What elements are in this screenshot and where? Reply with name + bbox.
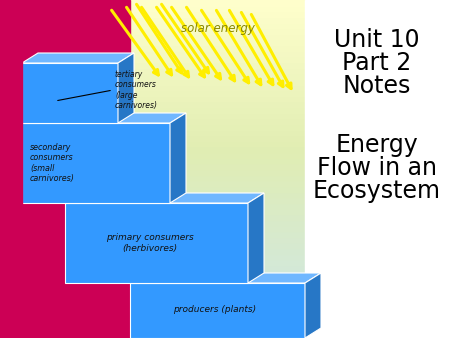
Bar: [0, 332, 305, 338]
Bar: [0, 146, 305, 152]
Bar: [0, 6, 305, 11]
Bar: [0, 254, 305, 259]
Bar: [0, 180, 305, 186]
Bar: [0, 259, 305, 265]
Bar: [0, 298, 305, 304]
Bar: [0, 192, 305, 197]
Bar: [0, 62, 305, 68]
Bar: [0, 40, 305, 45]
Bar: [0, 225, 305, 231]
Polygon shape: [118, 53, 134, 123]
Bar: [0, 141, 305, 146]
Text: Flow in an: Flow in an: [317, 156, 437, 180]
Bar: [0, 113, 305, 118]
Polygon shape: [130, 273, 321, 283]
Bar: [0, 231, 305, 237]
Polygon shape: [65, 193, 264, 203]
Bar: [0, 28, 305, 34]
Bar: [0, 169, 305, 175]
Bar: [0, 0, 305, 6]
Bar: [0, 0, 130, 338]
Text: Ecosystem: Ecosystem: [313, 179, 441, 203]
Bar: [0, 90, 305, 96]
Polygon shape: [248, 193, 264, 283]
Text: Part 2: Part 2: [342, 51, 412, 75]
Bar: [0, 287, 305, 293]
Bar: [0, 265, 305, 270]
Bar: [130, 283, 305, 338]
Text: producers (plants): producers (plants): [173, 306, 256, 314]
Bar: [0, 220, 305, 225]
Bar: [0, 23, 305, 28]
Polygon shape: [170, 113, 186, 203]
Polygon shape: [22, 113, 186, 123]
Bar: [0, 158, 305, 163]
Bar: [22, 63, 118, 123]
Bar: [65, 203, 248, 283]
Text: solar energy: solar energy: [181, 22, 255, 35]
Bar: [0, 248, 305, 254]
Bar: [0, 45, 305, 51]
Polygon shape: [22, 53, 134, 63]
Bar: [0, 209, 305, 214]
Bar: [0, 304, 305, 310]
Bar: [0, 129, 305, 135]
Bar: [0, 84, 305, 90]
Bar: [0, 175, 305, 180]
Bar: [0, 237, 305, 242]
Text: Energy: Energy: [336, 133, 418, 157]
Text: tertiary
consumers
(large
carnivores): tertiary consumers (large carnivores): [115, 70, 158, 110]
Bar: [0, 197, 305, 203]
Bar: [305, 0, 450, 338]
Bar: [0, 282, 305, 287]
Bar: [22, 123, 170, 203]
Bar: [0, 186, 305, 192]
Bar: [0, 0, 22, 338]
Bar: [0, 203, 305, 209]
Text: Notes: Notes: [343, 74, 411, 98]
Bar: [0, 34, 305, 40]
Bar: [0, 73, 305, 79]
Bar: [0, 11, 305, 17]
Bar: [0, 310, 305, 315]
Bar: [0, 101, 305, 107]
Bar: [0, 68, 305, 73]
Polygon shape: [305, 273, 321, 338]
Bar: [0, 96, 305, 101]
Bar: [0, 163, 305, 169]
Bar: [0, 270, 305, 276]
Bar: [0, 135, 305, 141]
Bar: [0, 152, 305, 158]
Bar: [0, 0, 22, 338]
Bar: [0, 293, 305, 298]
Bar: [0, 17, 305, 23]
Text: Unit 10: Unit 10: [334, 28, 420, 52]
Bar: [0, 107, 305, 113]
Bar: [0, 51, 305, 56]
Bar: [0, 118, 305, 124]
Text: secondary
consumers
(small
carnivores): secondary consumers (small carnivores): [30, 143, 75, 183]
Bar: [0, 214, 305, 220]
Bar: [0, 79, 305, 84]
Bar: [0, 56, 305, 62]
Bar: [0, 242, 305, 248]
Bar: [0, 327, 305, 332]
Bar: [0, 124, 305, 129]
Text: primary consumers
(herbivores): primary consumers (herbivores): [106, 233, 194, 253]
Bar: [0, 321, 305, 327]
Bar: [0, 276, 305, 282]
Bar: [0, 315, 305, 321]
